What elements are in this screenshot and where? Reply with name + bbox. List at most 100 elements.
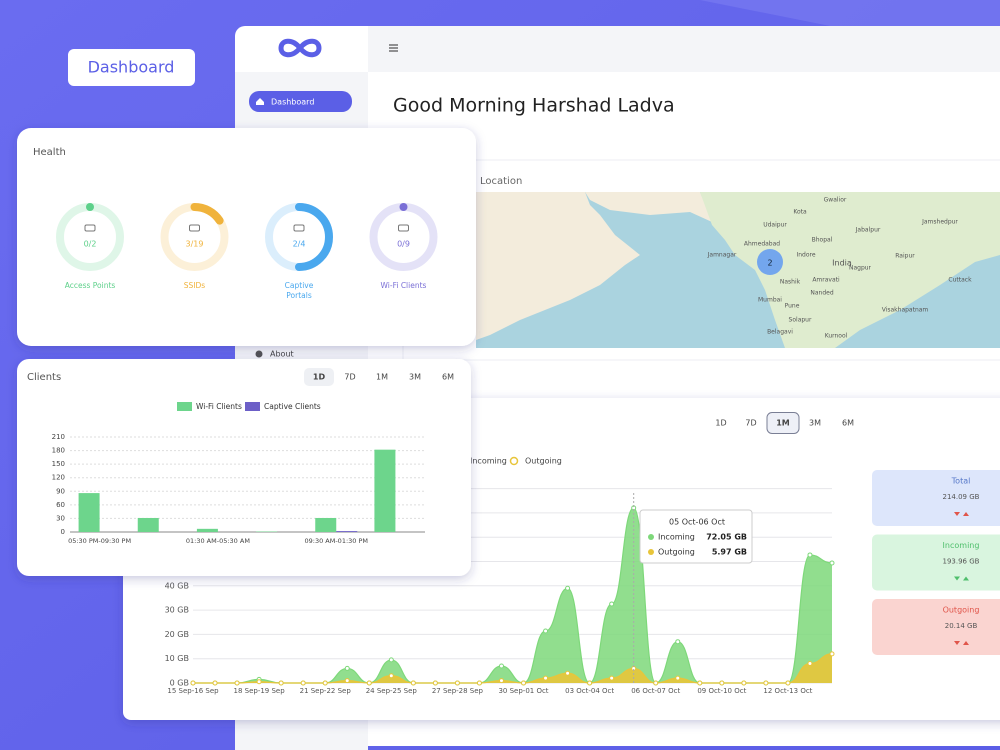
x-tick-label: 12 Oct-13 Oct — [763, 687, 812, 695]
map — [476, 192, 1000, 348]
point — [212, 680, 218, 686]
top-bar — [368, 26, 1000, 72]
map-cluster-count: 2 — [767, 259, 772, 268]
nav-dashboard[interactable] — [249, 91, 352, 112]
x-tick-label: 27 Sep-28 Sep — [432, 687, 484, 695]
y-tick-label: 40 GB — [165, 581, 189, 590]
point — [543, 675, 549, 681]
summary-card — [872, 534, 1000, 591]
map-label: Jabalpur — [855, 227, 881, 234]
map-label: Indore — [796, 252, 815, 259]
point — [785, 680, 791, 686]
period-button: 7D — [745, 419, 756, 428]
tooltip-value: 72.05 GB — [706, 533, 747, 542]
nav-label: About — [270, 350, 294, 359]
period-button: 3M — [409, 373, 421, 382]
period-button: 1D — [715, 419, 726, 428]
point — [521, 680, 527, 686]
point — [653, 680, 659, 686]
summary-label: Outgoing — [943, 606, 980, 615]
badge-label: Dashboard — [88, 58, 175, 77]
ring-arc — [295, 203, 333, 271]
ring-value: 0/9 — [397, 240, 410, 249]
tooltip-name: Outgoing — [658, 548, 695, 557]
map-land — [700, 192, 1000, 348]
period-button: 3M — [809, 419, 821, 428]
y-tick-label: 10 GB — [165, 654, 189, 663]
point — [829, 560, 835, 566]
x-tick-label: 30 Sep-01 Oct — [498, 687, 548, 695]
period-button: 1D — [313, 373, 326, 382]
ring-icon — [398, 224, 409, 232]
point — [410, 680, 416, 686]
badge[interactable] — [68, 49, 195, 86]
ring-label-line: Portals — [286, 291, 312, 300]
point — [234, 680, 240, 686]
map-cluster[interactable] — [757, 249, 783, 275]
period-button: 7D — [344, 373, 355, 382]
y-tick-label: 180 — [52, 447, 65, 455]
map-label: Kurnool — [825, 333, 848, 340]
health-card — [17, 128, 476, 346]
legend-label: Wi-Fi Clients — [196, 402, 242, 411]
point — [697, 680, 703, 686]
y-tick-label: 210 — [52, 433, 65, 441]
ring-label: Captive Portals — [285, 281, 314, 300]
point — [565, 670, 571, 676]
point — [565, 585, 571, 591]
nav-label: Dashboard — [271, 98, 314, 107]
ring-value: 2/4 — [293, 240, 306, 249]
ring-arc — [190, 203, 224, 225]
map-label: Gwalior — [824, 197, 847, 204]
x-tick-label: 09:30 AM-01:30 PM — [304, 537, 368, 545]
ring-label: SSIDs — [184, 281, 206, 290]
point — [344, 665, 350, 671]
legend-swatch — [177, 402, 192, 411]
trend-icon — [954, 576, 969, 581]
tooltip-marker — [648, 534, 654, 540]
ring-label-line: Captive — [285, 281, 314, 290]
period-button: 6M — [842, 419, 854, 428]
logo — [278, 38, 322, 58]
clients-title: Clients — [27, 372, 61, 383]
legend-marker — [509, 456, 519, 466]
map-label: India — [832, 259, 852, 268]
y-tick-label: 150 — [52, 460, 65, 468]
point — [432, 680, 438, 686]
bar — [137, 517, 159, 532]
period-active[interactable] — [766, 412, 800, 434]
period-button: 1M — [776, 419, 790, 428]
map-label: Nanded — [810, 290, 833, 297]
point — [763, 680, 769, 686]
map-label: Jamshedpur — [921, 219, 958, 226]
ring-icon — [84, 224, 96, 232]
y-tick-label: 120 — [52, 474, 65, 482]
bar — [196, 528, 218, 532]
bar — [78, 493, 100, 532]
map-label: Raipur — [895, 253, 915, 260]
health-title: Health — [33, 147, 66, 158]
summary-value: 20.14 GB — [945, 622, 978, 630]
point — [278, 680, 284, 686]
ring-label: Wi-Fi Clients — [381, 281, 427, 290]
legend-swatch — [245, 402, 260, 411]
map-label: Amravati — [812, 277, 840, 284]
point — [829, 651, 835, 657]
ring-icon — [189, 224, 200, 232]
map-label: Jamnagar — [707, 252, 737, 259]
point — [609, 675, 615, 681]
ring-label: Access Points — [65, 281, 116, 290]
summary-card — [872, 470, 1000, 526]
point — [256, 679, 262, 685]
point — [587, 680, 593, 686]
nav-about-icon — [255, 350, 263, 358]
menu-icon[interactable] — [389, 44, 398, 52]
point — [807, 661, 813, 667]
y-tick-label: 0 GB — [170, 679, 189, 688]
x-tick-label: 03 Oct-04 Oct — [565, 687, 614, 695]
period-active[interactable] — [304, 368, 334, 386]
x-tick-label: 09 Oct-10 Oct — [697, 687, 746, 695]
x-tick-label: 24 Sep-25 Sep — [366, 687, 418, 695]
